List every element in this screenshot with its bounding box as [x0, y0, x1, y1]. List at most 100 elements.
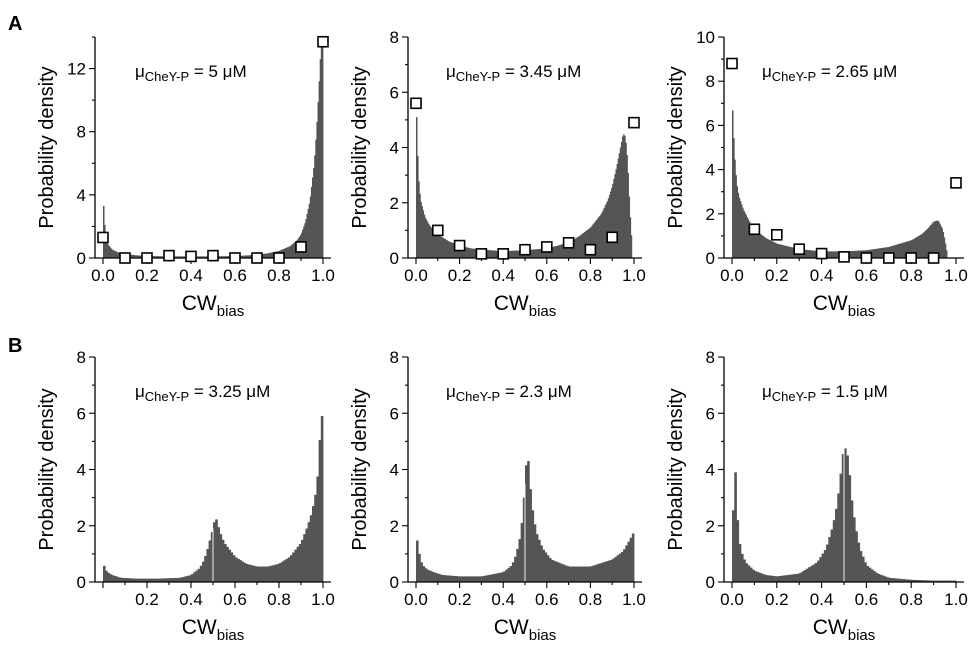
- histogram-bar: [765, 575, 769, 582]
- density-area-slice: [162, 256, 164, 258]
- density-area-slice: [742, 207, 744, 258]
- density-area-slice: [534, 249, 537, 258]
- density-area-slice: [764, 237, 766, 258]
- density-area-slice: [934, 221, 937, 258]
- histogram-bar: [792, 574, 796, 582]
- density-area-slice: [445, 239, 447, 258]
- x-tick-label: 0.2: [448, 266, 472, 285]
- data-marker: [770, 228, 783, 241]
- density-area-slice: [461, 246, 464, 258]
- density-area-slice: [627, 173, 629, 258]
- histogram-bar: [217, 527, 220, 582]
- density-area-slice: [266, 253, 269, 258]
- density-area-slice: [532, 249, 535, 258]
- concentration-annotation: μCheY-P = 2.65 μM: [762, 62, 897, 84]
- x-tick-label: 1.0: [622, 266, 646, 285]
- data-marker: [882, 252, 895, 264]
- data-marker: [119, 252, 131, 264]
- density-area-slice: [762, 235, 764, 258]
- histogram-bar: [442, 575, 445, 582]
- density-area-slice: [426, 221, 429, 258]
- density-area-slice: [264, 253, 267, 258]
- histogram-bar: [208, 540, 212, 582]
- histogram-bar: [546, 555, 550, 582]
- histogram-bar: [439, 574, 443, 582]
- density-area-slice: [535, 249, 538, 258]
- density-area-slice: [309, 196, 312, 258]
- histogram-bar: [557, 562, 561, 582]
- y-tick-label: 12: [67, 60, 86, 79]
- y-axis-label: Probability density: [349, 388, 371, 550]
- density-area-slice: [198, 256, 201, 258]
- histogram-bar: [490, 574, 493, 582]
- density-area-slice: [744, 212, 746, 258]
- histogram-bar: [210, 532, 214, 582]
- density-area-slice: [617, 158, 620, 258]
- data-marker: [584, 243, 597, 256]
- histogram-bar: [588, 566, 591, 582]
- density-area-slice: [904, 242, 906, 258]
- x-tick-label: 0.0: [91, 266, 115, 285]
- density-area-slice: [117, 252, 119, 258]
- density-area-slice: [421, 206, 423, 258]
- density-area-slice: [545, 248, 548, 258]
- density-area-slice: [312, 177, 314, 258]
- x-tick-label: 0.2: [765, 266, 789, 285]
- density-area-slice: [139, 255, 141, 258]
- histogram-bar: [136, 578, 139, 583]
- density-area-slice: [604, 205, 607, 258]
- histogram-bar: [942, 580, 946, 582]
- histogram-bar: [232, 555, 236, 582]
- density-area-slice: [558, 245, 561, 258]
- density-area-slice: [156, 256, 159, 258]
- density-area-slice: [436, 234, 439, 258]
- density-area-slice: [548, 247, 551, 258]
- density-area-slice: [814, 250, 817, 258]
- density-area-slice: [602, 210, 604, 258]
- density-area-slice: [542, 248, 544, 258]
- concentration-annotation: μCheY-P = 2.3 μM: [446, 382, 572, 404]
- y-tick-label: 4: [706, 461, 715, 480]
- density-area-slice: [160, 256, 162, 258]
- density-area-slice: [582, 233, 585, 258]
- density-area-slice: [603, 208, 605, 258]
- density-area-slice: [306, 214, 308, 258]
- density-area-slice: [615, 169, 617, 258]
- density-area-slice: [152, 256, 154, 258]
- x-tick-label: 0.4: [810, 266, 834, 285]
- density-area-slice: [755, 230, 758, 258]
- histogram-bar: [553, 560, 556, 582]
- y-tick-label: 0: [390, 249, 399, 268]
- y-tick-label: 4: [706, 161, 715, 180]
- density-area-slice: [624, 135, 626, 258]
- density-area-slice: [286, 247, 289, 258]
- histogram-bar: [133, 578, 137, 582]
- histogram-bar: [474, 576, 478, 583]
- x-tick-label: 0.8: [899, 266, 923, 285]
- density-area-slice: [738, 197, 741, 258]
- x-tick-label: 0.0: [404, 266, 428, 285]
- density-area-slice: [783, 245, 786, 258]
- x-tick-label: 0.6: [855, 266, 879, 285]
- density-area-slice: [877, 248, 880, 258]
- histogram-bar: [922, 580, 926, 582]
- histogram-bar: [627, 541, 631, 582]
- density-area-slice: [427, 223, 430, 258]
- density-area-slice: [552, 246, 554, 258]
- histogram-bar: [904, 579, 908, 582]
- histogram-bar: [173, 577, 176, 582]
- density-area-slice: [753, 228, 755, 258]
- data-marker: [726, 57, 738, 70]
- data-marker: [838, 251, 850, 263]
- concentration-annotation: μCheY-P = 1.5 μM: [762, 382, 888, 404]
- density-area-slice: [835, 251, 837, 258]
- density-area-slice: [176, 256, 179, 258]
- density-area-slice: [320, 46, 323, 258]
- density-area-slice: [417, 155, 419, 258]
- histogram-bar: [799, 572, 802, 582]
- histogram-bar: [917, 580, 921, 582]
- density-area-slice: [317, 102, 319, 259]
- density-area-slice: [492, 250, 494, 258]
- density-area-slice: [805, 249, 808, 258]
- density-area-slice: [898, 243, 901, 258]
